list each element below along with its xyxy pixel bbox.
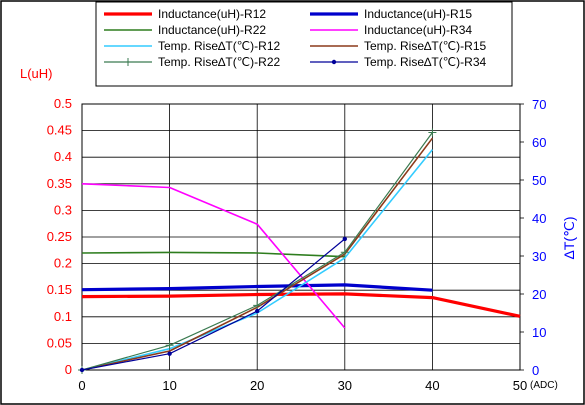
left-tick-label: 0.3 [54, 202, 72, 217]
series-point-8 [79, 367, 85, 373]
x-tick-label: 10 [162, 378, 176, 393]
left-axis-title: L(uH) [20, 66, 53, 81]
left-tick-label: 0.05 [47, 335, 72, 350]
series-line-8 [81, 238, 346, 371]
series-line-4 [81, 183, 346, 329]
left-tick-label: 0.35 [47, 176, 72, 191]
series-point-7 [253, 301, 262, 310]
x-tick-label: 30 [338, 378, 352, 393]
x-unit-label: (ADC) [530, 380, 558, 391]
legend-marker [124, 58, 132, 66]
series-point-8 [167, 351, 172, 356]
legend-label: Temp. Rise∆T(℃)-R15 [364, 39, 486, 53]
left-tick-label: 0.15 [47, 282, 72, 297]
legend-label: Inductance(uH)-R34 [364, 23, 472, 37]
right-tick-label: 0 [532, 363, 539, 378]
legend-label: Temp. Rise∆T(℃)-R12 [158, 39, 280, 53]
left-tick-label: 0.45 [47, 123, 72, 138]
right-tick-label: 60 [532, 135, 546, 150]
right-tick-label: 50 [532, 173, 546, 188]
x-tick-label: 20 [250, 378, 264, 393]
x-tick-label: 0 [78, 378, 85, 393]
series-point-7 [165, 341, 174, 350]
series-line-3 [81, 251, 345, 258]
left-tick-label: 0.4 [54, 149, 72, 164]
series-point-8 [342, 236, 347, 242]
series-point-8 [255, 308, 260, 314]
legend-label: Temp. Rise∆T(℃)-R22 [158, 55, 280, 69]
left-tick-label: 0 [65, 362, 72, 377]
x-tick-label: 50 [513, 378, 527, 393]
series-point-7 [340, 248, 349, 257]
left-tick-label: 0.5 [54, 96, 72, 111]
legend-label: Inductance(uH)-R12 [158, 7, 266, 21]
legend-marker [331, 59, 337, 65]
right-tick-label: 40 [532, 211, 546, 226]
left-tick-label: 0.2 [54, 256, 72, 271]
legend-label: Temp. Rise∆T(℃)-R34 [364, 55, 486, 69]
left-tick-label: 0.25 [47, 229, 72, 244]
series-point-7 [428, 128, 437, 137]
legend-box [95, 1, 513, 87]
right-tick-label: 70 [532, 97, 546, 112]
right-axis-title: ΔT(℃) [561, 217, 577, 260]
series-line-2 [81, 283, 433, 292]
right-tick-label: 20 [532, 287, 546, 302]
right-tick-label: 10 [532, 325, 546, 340]
right-tick-label: 30 [532, 249, 546, 264]
x-tick-label: 40 [425, 378, 439, 393]
left-tick-label: 0.1 [54, 309, 72, 324]
series-line-1 [81, 292, 521, 318]
legend-label: Inductance(uH)-R22 [158, 23, 266, 37]
legend-label: Inductance(uH)-R15 [364, 7, 472, 21]
